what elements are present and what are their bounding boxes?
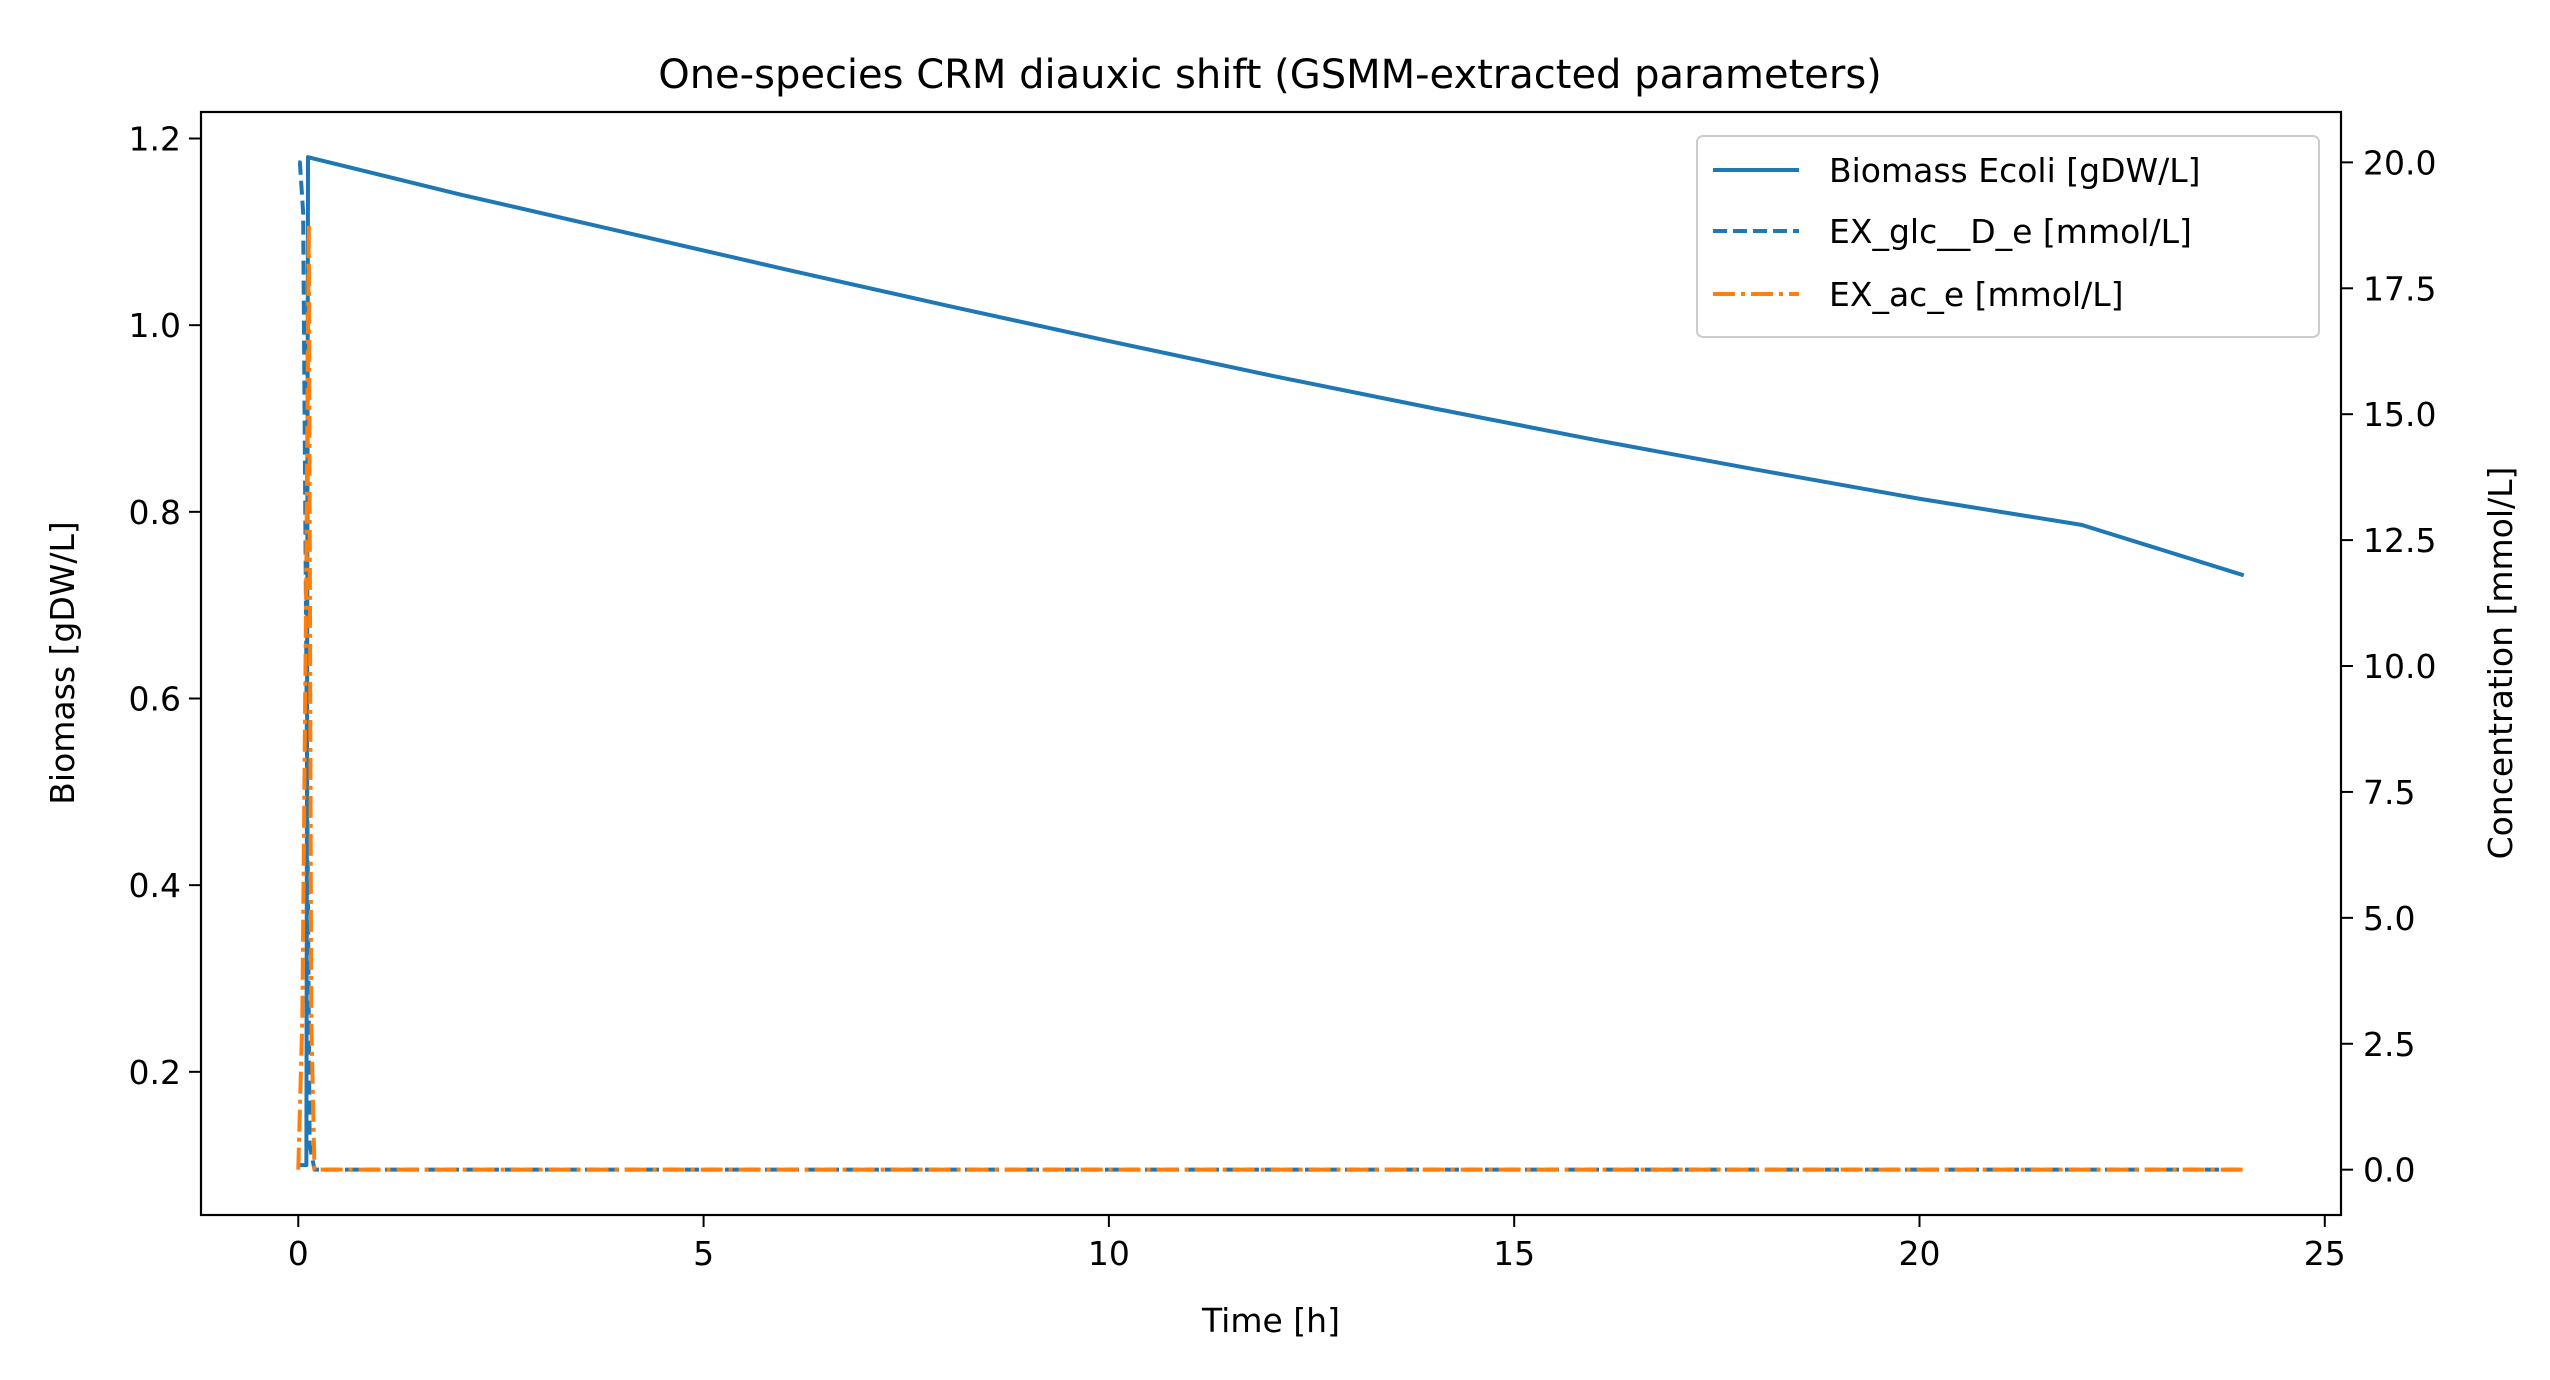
y-right-tick-label: 10.0 xyxy=(2363,647,2436,686)
y-left-tick-label: 1.2 xyxy=(129,120,181,159)
legend-label-biomass: Biomass Ecoli [gDW/L] xyxy=(1829,151,2201,190)
legend-label-glucose: EX_glc__D_e [mmol/L] xyxy=(1829,212,2192,251)
x-tick-label: 20 xyxy=(1898,1234,1940,1273)
y-left-ticks: 0.2 0.4 0.6 0.8 1.0 1.2 xyxy=(129,120,201,1092)
y-right-tick-label: 15.0 xyxy=(2363,395,2436,434)
y-left-tick-label: 0.6 xyxy=(129,679,181,718)
legend: Biomass Ecoli [gDW/L] EX_glc__D_e [mmol/… xyxy=(1696,135,2320,338)
x-tick-label: 25 xyxy=(2304,1234,2346,1273)
y-right-ticks: 0.0 2.5 5.0 7.5 10.0 12.5 15.0 17.5 20.0 xyxy=(2341,143,2436,1190)
x-tick-label: 0 xyxy=(288,1234,309,1273)
x-tick-label: 10 xyxy=(1088,1234,1130,1273)
y-right-axis-label: Concentration [mmol/L] xyxy=(2481,467,2520,860)
y-left-tick-label: 1.0 xyxy=(129,306,181,345)
y-right-tick-label: 17.5 xyxy=(2363,269,2436,308)
series-line-biomass xyxy=(298,155,2245,1168)
y-left-axis-label: Biomass [gDW/L] xyxy=(43,521,82,804)
y-left-tick-label: 0.8 xyxy=(129,493,181,532)
x-tick-label: 5 xyxy=(693,1234,714,1273)
x-ticks: 0 5 10 15 20 25 xyxy=(288,1215,2346,1273)
plot-layer xyxy=(296,155,2245,1172)
legend-frame xyxy=(1696,135,2320,338)
x-tick-label: 15 xyxy=(1493,1234,1535,1273)
plot-frame xyxy=(199,110,2343,1217)
y-right-tick-label: 2.5 xyxy=(2363,1025,2415,1064)
y-right-tick-label: 5.0 xyxy=(2363,899,2415,938)
legend-label-acetate: EX_ac_e [mmol/L] xyxy=(1829,275,2124,314)
y-right-tick-label: 7.5 xyxy=(2363,773,2415,812)
series-line-acetate xyxy=(296,220,2244,1172)
chart-title: One-species CRM diauxic shift (GSMM-extr… xyxy=(658,52,1882,98)
y-right-tick-label: 0.0 xyxy=(2363,1151,2415,1190)
x-axis-label: Time [h] xyxy=(1201,1301,1340,1340)
y-left-tick-label: 0.4 xyxy=(129,866,181,905)
y-right-tick-label: 20.0 xyxy=(2363,143,2436,182)
y-right-tick-label: 12.5 xyxy=(2363,521,2436,560)
y-left-tick-label: 0.2 xyxy=(129,1053,181,1092)
